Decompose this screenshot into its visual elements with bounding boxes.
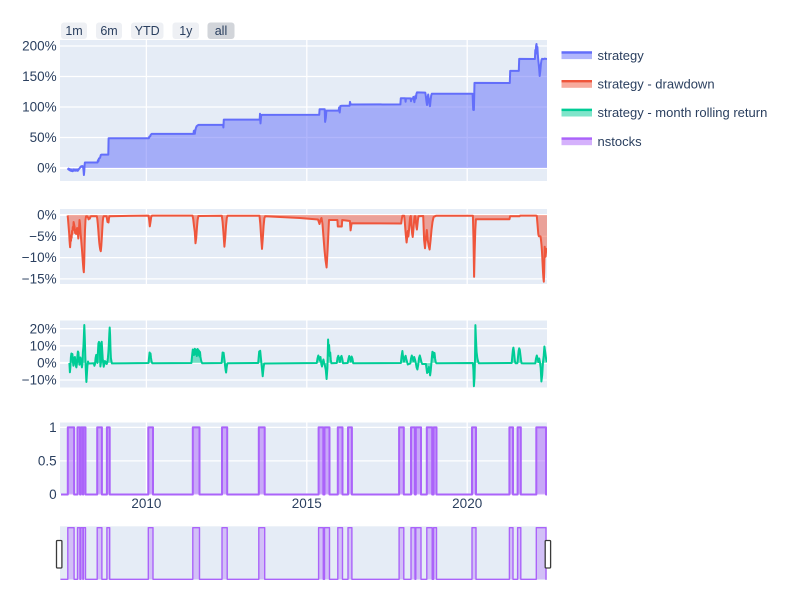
svg-text:−15%: −15% — [22, 272, 57, 287]
svg-text:200%: 200% — [22, 39, 57, 54]
svg-text:50%: 50% — [30, 130, 57, 145]
svg-text:2010: 2010 — [131, 496, 161, 511]
svg-text:1m: 1m — [65, 24, 82, 38]
svg-text:0.5: 0.5 — [38, 454, 57, 469]
svg-text:−5%: −5% — [29, 229, 56, 244]
svg-text:150%: 150% — [22, 69, 57, 84]
svg-text:0%: 0% — [37, 356, 57, 371]
svg-text:1y: 1y — [179, 24, 193, 38]
svg-text:2020: 2020 — [452, 496, 482, 511]
svg-text:100%: 100% — [22, 100, 57, 115]
svg-text:6m: 6m — [100, 24, 117, 38]
svg-text:strategy - month rolling retur: strategy - month rolling return — [598, 105, 768, 120]
svg-text:strategy: strategy — [598, 48, 645, 63]
svg-text:2015: 2015 — [292, 496, 322, 511]
svg-text:10%: 10% — [30, 338, 57, 353]
svg-text:strategy - drawdown: strategy - drawdown — [598, 77, 715, 92]
svg-text:20%: 20% — [30, 321, 57, 336]
svg-text:all: all — [215, 24, 228, 38]
svg-text:nstocks: nstocks — [598, 134, 643, 149]
svg-text:−10%: −10% — [22, 250, 57, 265]
svg-text:−10%: −10% — [22, 373, 57, 388]
svg-text:0%: 0% — [37, 161, 57, 176]
svg-text:YTD: YTD — [135, 24, 160, 38]
svg-text:1: 1 — [49, 420, 57, 435]
svg-text:0: 0 — [49, 487, 57, 502]
svg-text:0%: 0% — [37, 208, 57, 223]
